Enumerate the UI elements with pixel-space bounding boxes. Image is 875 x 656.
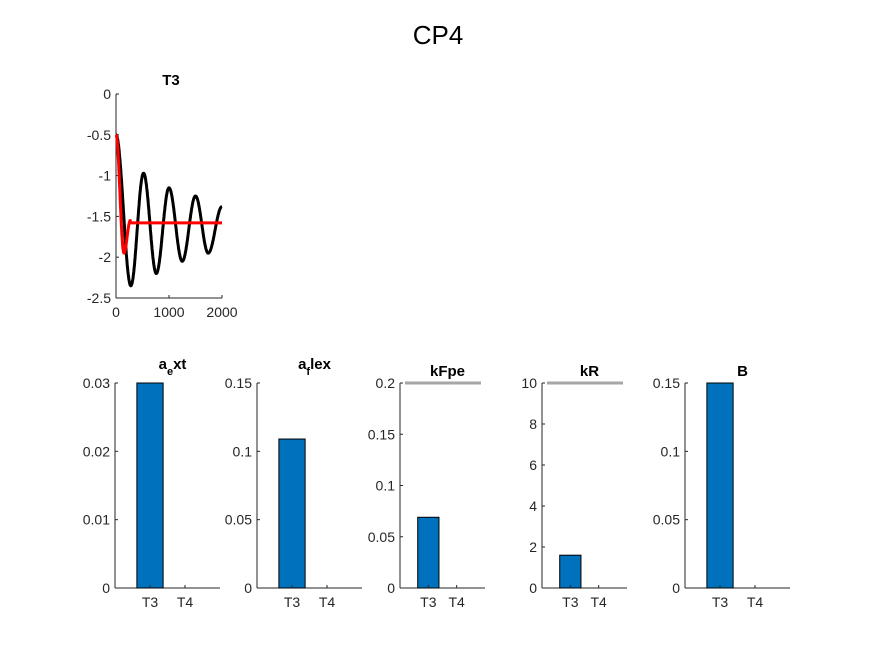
y-tick-label: 8 bbox=[529, 416, 537, 432]
x-tick-label: T3 bbox=[562, 594, 579, 610]
line-panel-t3 bbox=[114, 93, 224, 299]
x-tick-label: T4 bbox=[448, 594, 465, 610]
figure-title: CP4 bbox=[413, 20, 464, 50]
bar-panel-aflex: aflex bbox=[256, 356, 362, 589]
bar-panel-title: aflex bbox=[298, 356, 332, 378]
y-tick-label: 0.01 bbox=[83, 512, 110, 528]
y-tick-label: -1.5 bbox=[87, 208, 111, 224]
y-tick-label: 4 bbox=[529, 498, 537, 514]
bar-t3 bbox=[706, 382, 734, 589]
bar-panel-title: aext bbox=[159, 356, 187, 378]
y-tick-label: 0 bbox=[529, 580, 537, 596]
bar-t3 bbox=[417, 516, 440, 589]
bar-panel-aext: aext bbox=[114, 356, 220, 589]
y-tick-label: 0 bbox=[244, 580, 252, 596]
x-tick-label: T4 bbox=[319, 594, 336, 610]
y-tick-label: 0.1 bbox=[233, 443, 253, 459]
y-tick-label: 0.15 bbox=[225, 375, 252, 391]
y-tick-label: 0 bbox=[103, 86, 111, 102]
line-panel-title: T3 bbox=[162, 72, 180, 89]
x-tick-label: T4 bbox=[177, 594, 194, 610]
x-tick-label: T3 bbox=[712, 594, 729, 610]
y-tick-label: 0.1 bbox=[661, 443, 681, 459]
x-tick-label: T4 bbox=[747, 594, 764, 610]
y-tick-label: 6 bbox=[529, 457, 537, 473]
bar-panel-title: kR bbox=[580, 363, 599, 380]
y-tick-label: -2.5 bbox=[87, 290, 111, 306]
title-base: a bbox=[298, 356, 307, 373]
series-line-red bbox=[114, 133, 224, 255]
y-tick-label: 0.15 bbox=[368, 426, 395, 442]
y-tick-label: 0.03 bbox=[83, 375, 110, 391]
title-subscript: f bbox=[306, 366, 310, 378]
y-tick-label: 0 bbox=[672, 580, 680, 596]
y-tick-label: -0.5 bbox=[87, 127, 111, 143]
title-rest: lex bbox=[310, 356, 332, 373]
bar-panel-title: kFpe bbox=[430, 363, 465, 380]
y-tick-label: 0.1 bbox=[376, 478, 396, 494]
y-tick-label: -1 bbox=[99, 168, 112, 184]
y-tick-label: 0.02 bbox=[83, 443, 110, 459]
bar-panel-kr: kR bbox=[541, 363, 627, 589]
bar-t3 bbox=[136, 382, 164, 589]
bar-panel-title: B bbox=[737, 363, 748, 380]
x-tick-label: T3 bbox=[420, 594, 437, 610]
x-tick-label: T3 bbox=[142, 594, 159, 610]
title-rest: xt bbox=[173, 356, 186, 373]
y-tick-label: 0.15 bbox=[653, 375, 680, 391]
y-tick-label: 0.05 bbox=[653, 512, 680, 528]
y-tick-label: 2 bbox=[529, 539, 537, 555]
y-tick-label: 0.05 bbox=[368, 529, 395, 545]
y-tick-label: 10 bbox=[521, 375, 537, 391]
series-line-black bbox=[114, 133, 224, 288]
x-tick-label: 1000 bbox=[153, 304, 184, 320]
y-tick-label: 0.05 bbox=[225, 512, 252, 528]
bar-panel-b: B bbox=[684, 363, 790, 589]
x-tick-label: 2000 bbox=[206, 304, 237, 320]
y-tick-label: 0 bbox=[102, 580, 110, 596]
x-tick-label: 0 bbox=[112, 304, 120, 320]
x-tick-label: T3 bbox=[284, 594, 301, 610]
title-base: a bbox=[159, 356, 168, 373]
bar-t3 bbox=[559, 554, 582, 589]
title-subscript: e bbox=[167, 366, 173, 378]
bar-t3 bbox=[278, 438, 306, 589]
y-tick-label: -2 bbox=[99, 249, 112, 265]
bar-panel-kfpe: kFpe bbox=[399, 363, 485, 589]
y-tick-label: 0 bbox=[387, 580, 395, 596]
y-tick-label: 0.2 bbox=[376, 375, 396, 391]
x-tick-label: T4 bbox=[590, 594, 607, 610]
